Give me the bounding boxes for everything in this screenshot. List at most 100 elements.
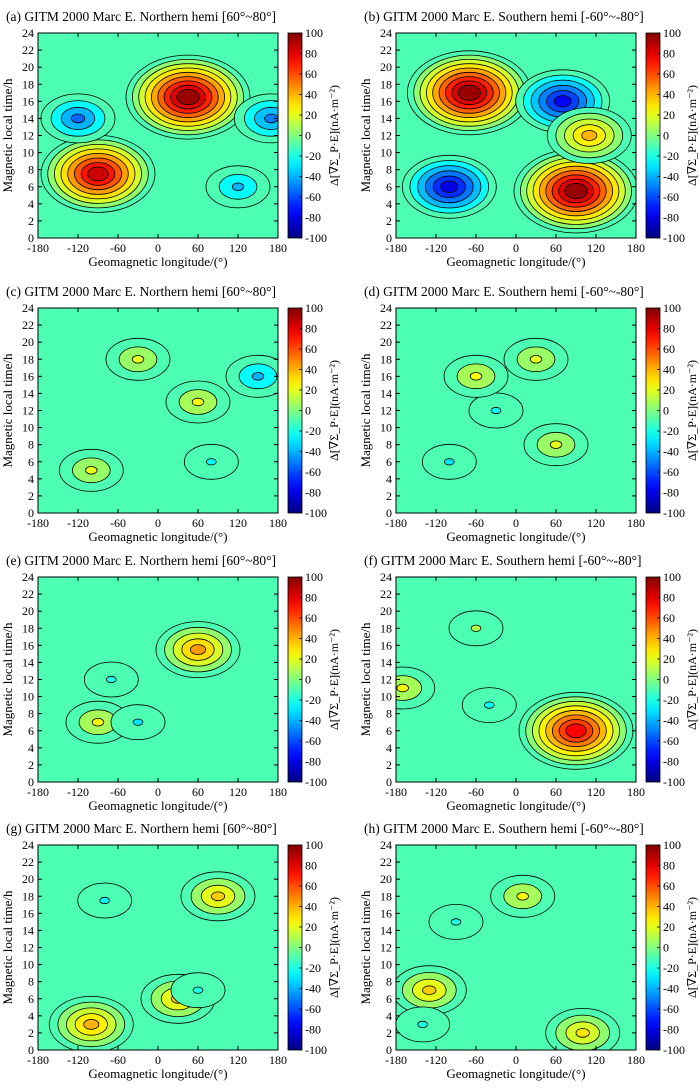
panel-g-xlabel: Geomagnetic longitude/(°): [88, 1066, 227, 1081]
panel-d-ytick: 22: [380, 318, 392, 332]
panel-h-xtick: 180: [627, 1053, 645, 1067]
panel-d-title: (d) GITM 2000 Marc E. Southern hemi [-60…: [364, 284, 644, 299]
panel-f-contour-3-1: [470, 624, 482, 632]
panel-g-xtick: 120: [229, 1053, 247, 1067]
panel-c-contour-3-2: [85, 466, 98, 475]
panel-d-cbtick: -40: [663, 445, 679, 459]
panel-c-contour-4-2: [131, 355, 145, 364]
panel-c-cbtick: -100: [305, 506, 327, 520]
panel-h-ytick: 2: [386, 1026, 392, 1040]
panel-c-xtick: 180: [269, 516, 287, 530]
panel-f-ylabel: Magnetic local time/h: [358, 622, 373, 737]
panel-a-xtick: -120: [67, 241, 89, 255]
panel-a-ytick: 0: [28, 231, 34, 245]
panel-e-xtick: 0: [155, 785, 161, 799]
panel-a-ytick: 24: [22, 26, 34, 40]
panel-h-xlabel: Geomagnetic longitude/(°): [446, 1066, 585, 1081]
panel-g-xtick: 0: [155, 1053, 161, 1067]
panel-b-xtick: 180: [627, 241, 645, 255]
panel-b-cbtick: 60: [663, 67, 675, 81]
panel-f-xtick: -60: [468, 785, 484, 799]
panel-a-cbtick: 80: [305, 47, 317, 61]
panel-g-cbtick: -20: [305, 961, 321, 975]
panel-h-ytick: 16: [380, 906, 392, 920]
panel-b-cbtick: 0: [663, 129, 669, 143]
panel-c-xlabel: Geomagnetic longitude/(°): [88, 529, 227, 544]
panel-g-ytick: 18: [22, 889, 34, 903]
panel-c-ytick: 22: [22, 318, 34, 332]
panel-f-ytick: 14: [380, 655, 392, 669]
panel-a-ylabel: Magnetic local time/h: [0, 78, 15, 193]
panel-c-xtick: 120: [229, 516, 247, 530]
panel-a-cbtick: 20: [305, 108, 317, 122]
panel-h-ytick: 20: [380, 872, 392, 886]
panel-b-cbtick: -60: [663, 190, 679, 204]
panel-g-contour-3-1: [99, 896, 110, 905]
panel-d-xlabel: Geomagnetic longitude/(°): [446, 529, 585, 544]
panel-e-cbtick: 20: [305, 652, 317, 666]
panel-d-ytick: 18: [380, 352, 392, 366]
panel-b-ytick: 12: [380, 129, 392, 143]
panel-h-contour-3-1: [417, 1020, 429, 1029]
panel-b-cbtick: 100: [663, 26, 681, 40]
panel-f-ytick: 22: [380, 587, 392, 601]
panel-f-cbtick: -40: [663, 714, 679, 728]
panel-a-ytick: 20: [22, 60, 34, 74]
panel-e-ylabel: Magnetic local time/h: [0, 622, 15, 737]
panel-b-xtick: 0: [513, 241, 519, 255]
panel-d-contour-0-1: [443, 458, 455, 466]
panel-e-cblabel: Δ[∇Σ_P·E](nA·m⁻²): [327, 629, 341, 730]
panel-f-cbtick: 0: [663, 673, 669, 687]
panel-h-cbtick: -20: [663, 961, 679, 975]
panel-a-contour-4-2: [231, 182, 245, 191]
panel-a-xtick: 60: [192, 241, 204, 255]
panel-b-xtick: 120: [587, 241, 605, 255]
panel-e-ytick: 8: [28, 707, 34, 721]
panel-c-xtick: -60: [110, 516, 126, 530]
panel-e-xtick: 120: [229, 785, 247, 799]
panel-d-xtick: 180: [627, 516, 645, 530]
panel-g-ytick: 10: [22, 958, 34, 972]
panel-a-ytick: 10: [22, 146, 34, 160]
panel-e-cbtick: 60: [305, 611, 317, 625]
panel-d-contour-3-2: [549, 440, 563, 449]
panel-a-ytick: 6: [28, 180, 34, 194]
panel-e-xtick: 60: [192, 785, 204, 799]
panel-b-ytick: 20: [380, 60, 392, 74]
panel-e-cbtick: 80: [305, 591, 317, 605]
panel-h-cbtick: -60: [663, 1002, 679, 1016]
panel-e: (e) GITM 2000 Marc E. Northern hemi [60°…: [0, 553, 341, 813]
panel-h-contour-1-2: [516, 892, 529, 901]
panel-g-cblabel: Δ[∇Σ_P·E](nA·m⁻²): [327, 897, 341, 998]
panel-d-cblabel: Δ[∇Σ_P·E](nA·m⁻²): [685, 360, 699, 461]
panel-b-xlabel: Geomagnetic longitude/(°): [446, 254, 585, 269]
panel-c-ytick: 6: [28, 455, 34, 469]
panel-c-ytick: 14: [22, 386, 34, 400]
panel-a-ytick: 22: [22, 43, 34, 57]
panel-c-cbtick: -20: [305, 424, 321, 438]
panel-b-ytick: 4: [386, 197, 392, 211]
panel-e-ytick: 16: [22, 638, 34, 652]
panel-g-ytick: 14: [22, 923, 34, 937]
panel-a-xtick: 0: [155, 241, 161, 255]
panel-g-xtick: 60: [192, 1053, 204, 1067]
panel-c-cbtick: -40: [305, 445, 321, 459]
panel-g-title: (g) GITM 2000 Marc E. Northern hemi [60°…: [6, 821, 277, 836]
panel-a-contour-2-3: [70, 113, 86, 124]
panel-a-cbtick: -100: [305, 231, 327, 245]
panel-f-cbtick: 20: [663, 652, 675, 666]
panel-f-cbtick: 40: [663, 632, 675, 646]
panel-a-cbtick: 60: [305, 67, 317, 81]
panel-a-title: (a) GITM 2000 Marc E. Northern hemi [60°…: [6, 9, 276, 24]
panel-a-xtick: 180: [269, 241, 287, 255]
panel-h-cbtick: -40: [663, 982, 679, 996]
panel-g-ytick: 6: [28, 992, 34, 1006]
panel-b-xtick: 60: [550, 241, 562, 255]
panel-f-cbtick: -60: [663, 734, 679, 748]
panel-d-cbtick: 20: [663, 383, 675, 397]
panel-b-xtick: -120: [425, 241, 447, 255]
panel-g-xtick: -120: [67, 1053, 89, 1067]
panel-d-xtick: 60: [550, 516, 562, 530]
panel-h-xtick: 0: [513, 1053, 519, 1067]
